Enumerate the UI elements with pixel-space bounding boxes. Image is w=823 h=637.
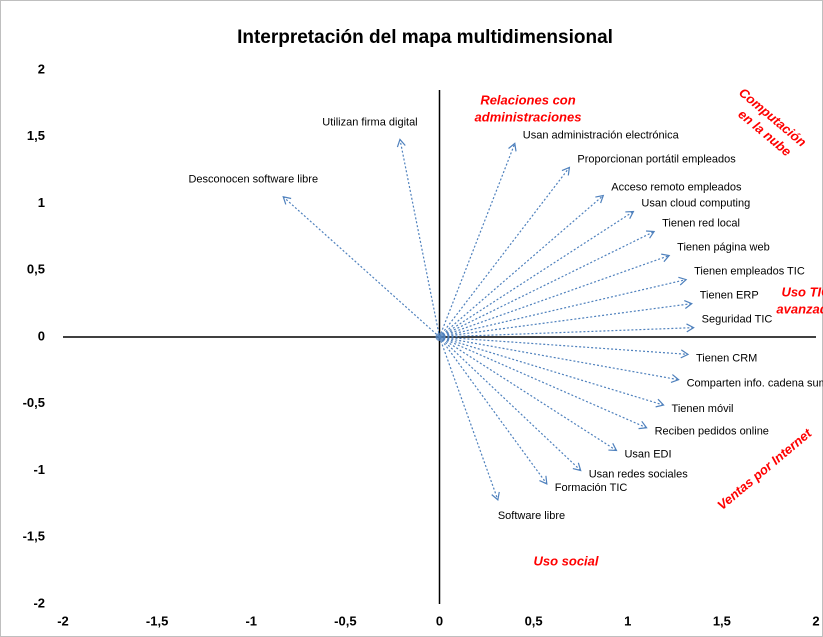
annotation-line: Relaciones con [480,92,575,107]
x-tick-label: 1 [624,613,631,628]
x-tick-label: 1,5 [713,613,731,628]
arrow [439,300,693,338]
point-label: Tienen página web [677,241,770,253]
annotation-line: Uso social [533,553,598,568]
arrow [439,336,582,472]
point-label: Tienen CRM [696,352,757,364]
y-tick-label: 1,5 [27,128,45,143]
arrow [438,336,500,502]
point-label: Usan EDI [624,448,671,460]
arrow [439,253,671,338]
annotation: Uso social [533,553,598,568]
y-tick-label: -2 [33,595,45,610]
x-tick-label: -1 [245,613,257,628]
point-label: Tienen ERP [700,290,759,302]
arrow [396,138,441,338]
point-label: Desconocen software libre [188,174,318,186]
x-tick-label: 0 [436,613,443,628]
arrow [439,336,618,452]
point-label: Software libre [498,510,565,522]
x-tick-label: 0,5 [525,613,543,628]
arrow [439,336,648,430]
point-label: Formación TIC [555,482,628,494]
point-label: Reciben pedidos online [655,426,769,438]
annotation: Relaciones con administraciones [475,92,582,124]
annotation: Uso TIC avanzado [776,284,823,316]
arrow [439,194,605,338]
x-tick-label: -0,5 [334,613,356,628]
arrow [282,196,440,338]
point-label: Seguridad TIC [702,314,773,326]
annotation-line: administraciones [475,109,582,124]
y-tick-label: -1,5 [23,529,45,544]
y-tick-label: 0 [38,328,45,343]
point-label: Usan administración electrónica [523,129,680,141]
point-label: Acceso remoto empleados [611,181,742,193]
y-tick-label: -0,5 [23,395,45,410]
annotation-line: avanzado [776,301,823,316]
point-label: Usan cloud computing [641,197,750,209]
point-label: Usan redes sociales [589,468,689,480]
x-tick-label: 2 [812,613,819,628]
x-tick-label: -1,5 [146,613,168,628]
point-label: Tienen empleados TIC [694,266,805,278]
arrow [439,336,665,408]
point-label: Comparten info. cadena sum [687,378,823,390]
point-label: Tienen red local [662,217,740,229]
point-label: Tienen móvil [672,403,734,415]
y-tick-label: -1 [33,462,45,477]
arrow [439,166,571,338]
origin [435,333,444,341]
point-label: Proporcionan portátil empleados [577,153,736,165]
arrow [439,336,680,383]
point-label: Utilizan firma digital [322,116,417,128]
y-tick-label: 0,5 [27,262,45,277]
chart-title: Interpretación del mapa multidimensional [237,27,613,48]
x-tick-label: -2 [57,613,69,628]
annotation-line: Uso TIC [781,284,823,299]
y-tick-label: 2 [38,61,45,76]
y-tick-label: 1 [38,195,45,210]
arrow [439,210,635,338]
arrow [438,142,517,338]
arrow [439,336,690,359]
